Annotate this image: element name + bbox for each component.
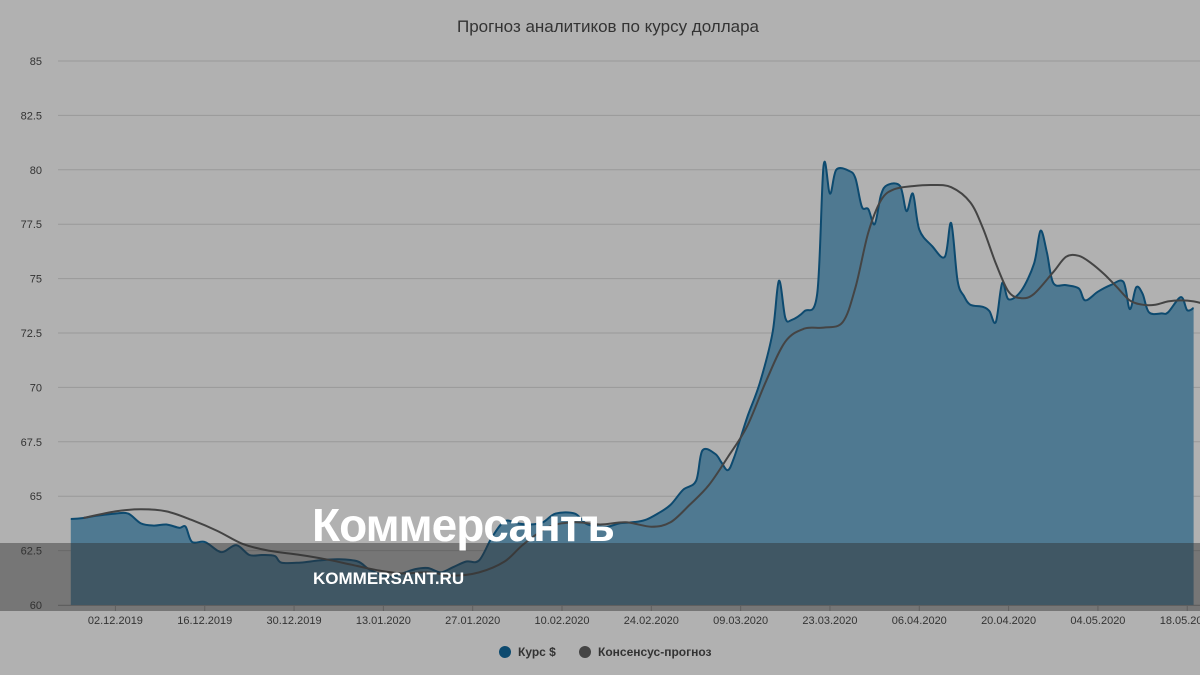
- x-tick-label: 13.01.2020: [356, 615, 411, 627]
- chart-title: Прогноз аналитиков по курсу доллара: [457, 17, 760, 36]
- y-tick-label: 70: [30, 382, 42, 394]
- y-tick-label: 75: [30, 274, 42, 286]
- y-tick-label: 82.5: [21, 110, 42, 122]
- plot-area: [70, 160, 1200, 605]
- x-tick-label: 10.02.2020: [534, 615, 589, 627]
- legend-item-usd-rate[interactable]: Курс $: [499, 645, 556, 659]
- legend: Курс $ Консенсус-прогноз: [499, 645, 712, 659]
- series-usd-rate-line: [70, 160, 1195, 578]
- series-usd-rate-area: [70, 161, 1194, 605]
- x-tick-label: 20.04.2020: [981, 615, 1036, 627]
- x-tick-label: 04.05.2020: [1070, 615, 1125, 627]
- x-tick-label: 24.02.2020: [624, 615, 679, 627]
- legend-item-consensus[interactable]: Консенсус-прогноз: [579, 645, 712, 659]
- y-tick-label: 60: [30, 600, 42, 612]
- legend-marker-usd-rate: [499, 646, 511, 658]
- legend-label-consensus: Консенсус-прогноз: [598, 645, 712, 659]
- x-tick-label: 27.01.2020: [445, 615, 500, 627]
- watermark-logo: Коммерсантъ: [312, 499, 614, 551]
- watermark-site: KOMMERSANT.RU: [313, 569, 464, 588]
- y-tick-label: 62.5: [21, 546, 42, 558]
- x-tick-label: 02.12.2019: [88, 615, 143, 627]
- legend-marker-consensus: [579, 646, 591, 658]
- x-tick-label: 30.12.2019: [267, 615, 322, 627]
- x-tick-label: 23.03.2020: [802, 615, 857, 627]
- y-tick-label: 85: [30, 56, 42, 68]
- y-tick-label: 72.5: [21, 328, 42, 340]
- y-tick-label: 80: [30, 165, 42, 177]
- y-tick-label: 67.5: [21, 437, 42, 449]
- x-tick-label: 06.04.2020: [892, 615, 947, 627]
- series-consensus-line: [83, 183, 1200, 577]
- x-axis: 02.12.2019 16.12.2019 30.12.2019 13.01.2020…: [58, 605, 1200, 627]
- y-tick-label: 77.5: [21, 219, 42, 231]
- legend-label-usd-rate: Курс $: [518, 645, 556, 659]
- y-tick-label: 65: [30, 491, 42, 503]
- watermark-band: [0, 543, 1200, 611]
- x-tick-label: 18.05.2020: [1160, 615, 1200, 627]
- x-tick-label: 16.12.2019: [177, 615, 232, 627]
- x-tick-label: 09.03.2020: [713, 615, 768, 627]
- y-axis: 60 62.5 65 67.5 70 72.5 75 77.5 80 82.5 85: [21, 56, 42, 612]
